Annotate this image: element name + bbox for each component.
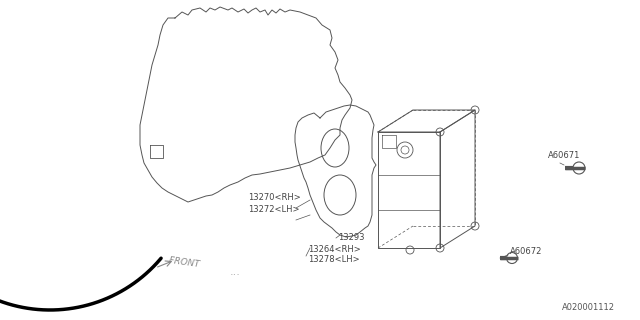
Text: 13264<RH>: 13264<RH> <box>308 245 361 254</box>
Text: A60671: A60671 <box>548 150 580 159</box>
Text: 13270<RH>: 13270<RH> <box>248 193 301 202</box>
Text: ...: ... <box>230 267 241 277</box>
Text: 13293: 13293 <box>338 234 365 243</box>
Text: A020001112: A020001112 <box>562 303 615 312</box>
Text: 13278<LH>: 13278<LH> <box>308 255 360 264</box>
Text: FRONT: FRONT <box>163 255 200 269</box>
Text: A60672: A60672 <box>510 247 542 257</box>
Text: 13272<LH>: 13272<LH> <box>248 205 300 214</box>
